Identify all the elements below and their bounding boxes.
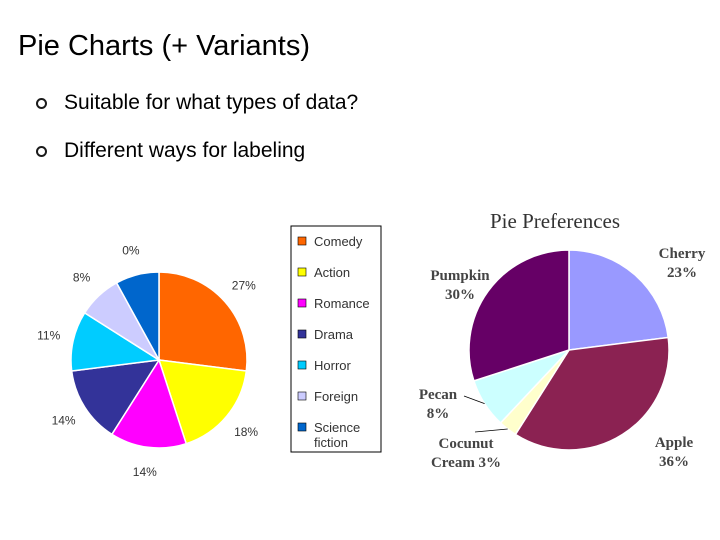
legend-swatch-action (297, 267, 307, 277)
leader-line-pecan (463, 395, 485, 404)
movie-genre-pie-chart: 27% 18% 14% 14% 11% 8% 0% Comedy Action Romance Dr… (37, 225, 382, 479)
pie-preferences-chart: Pie Preferences Cherry 23% Apple 36% Cocunut C… (419, 209, 706, 471)
legend-label-foreign: Foreign (314, 389, 358, 404)
pie-slice-science-fiction (115, 271, 160, 361)
data-label-foreign: 8% (73, 271, 91, 285)
bullet-circle-icon (36, 146, 47, 157)
chart-title: Pie Preferences (490, 209, 620, 233)
legend-box (290, 225, 382, 453)
data-label-pumpkin: Pumpkin (430, 268, 490, 284)
bullet-item: Suitable for what types of data? (36, 86, 358, 134)
pie-slice-action (157, 359, 248, 445)
data-label-romance: 14% (133, 465, 157, 479)
legend-label-horror: Horror (314, 358, 352, 373)
bullet-list: Suitable for what types of data? Differe… (36, 86, 358, 182)
leader-line-cocunut-cream (474, 428, 508, 433)
data-label-apple: 36% (659, 454, 689, 470)
data-label-science-fiction: 0% (122, 244, 140, 258)
pie-slice-apple (514, 336, 670, 451)
legend-swatch-romance (297, 298, 307, 308)
data-label-apple: Apple (655, 435, 694, 451)
bullet-item: Different ways for labeling (36, 134, 358, 182)
legend-swatch-science-fiction (297, 422, 307, 432)
legend-label-action: Action (314, 265, 350, 280)
legend-swatch-comedy (297, 236, 307, 246)
slide-title: Pie Charts (+ Variants) (18, 30, 310, 62)
bullet-circle-icon (36, 98, 47, 109)
pie-slice-cherry (568, 249, 670, 351)
bullet-text: Different ways for labeling (64, 139, 306, 162)
pie-slice-romance (110, 358, 188, 449)
bullet-text: Suitable for what types of data? (64, 91, 359, 114)
data-label-drama: 14% (52, 414, 76, 428)
data-label-horror: 11% (37, 328, 60, 342)
pie-slice-pumpkin (468, 249, 570, 382)
legend-swatch-foreign (297, 391, 307, 401)
legend-label-romance: Romance (314, 296, 370, 311)
data-label-pecan: 8% (427, 406, 450, 422)
legend-label-science-fiction: Science (314, 420, 360, 435)
legend-swatch-drama (297, 329, 307, 339)
data-label-pecan: Pecan (419, 387, 458, 403)
data-label-comedy: 27% (232, 278, 256, 292)
legend-label-drama: Drama (314, 327, 354, 342)
data-label-cocunut-cream: Cocunut (438, 436, 493, 452)
legend-label-comedy: Comedy (314, 234, 363, 249)
pie-slice-comedy (158, 271, 248, 372)
data-label-pumpkin: 30% (445, 287, 475, 303)
legend-swatch-horror (297, 360, 307, 370)
legend-label-science-fiction: fiction (314, 435, 348, 450)
pie-slice-drama (70, 359, 161, 436)
data-label-action: 18% (234, 425, 258, 439)
data-label-cherry: Cherry (659, 246, 706, 262)
data-label-cocunut-cream: Cream 3% (431, 455, 501, 471)
data-label-cherry: 23% (667, 265, 697, 281)
